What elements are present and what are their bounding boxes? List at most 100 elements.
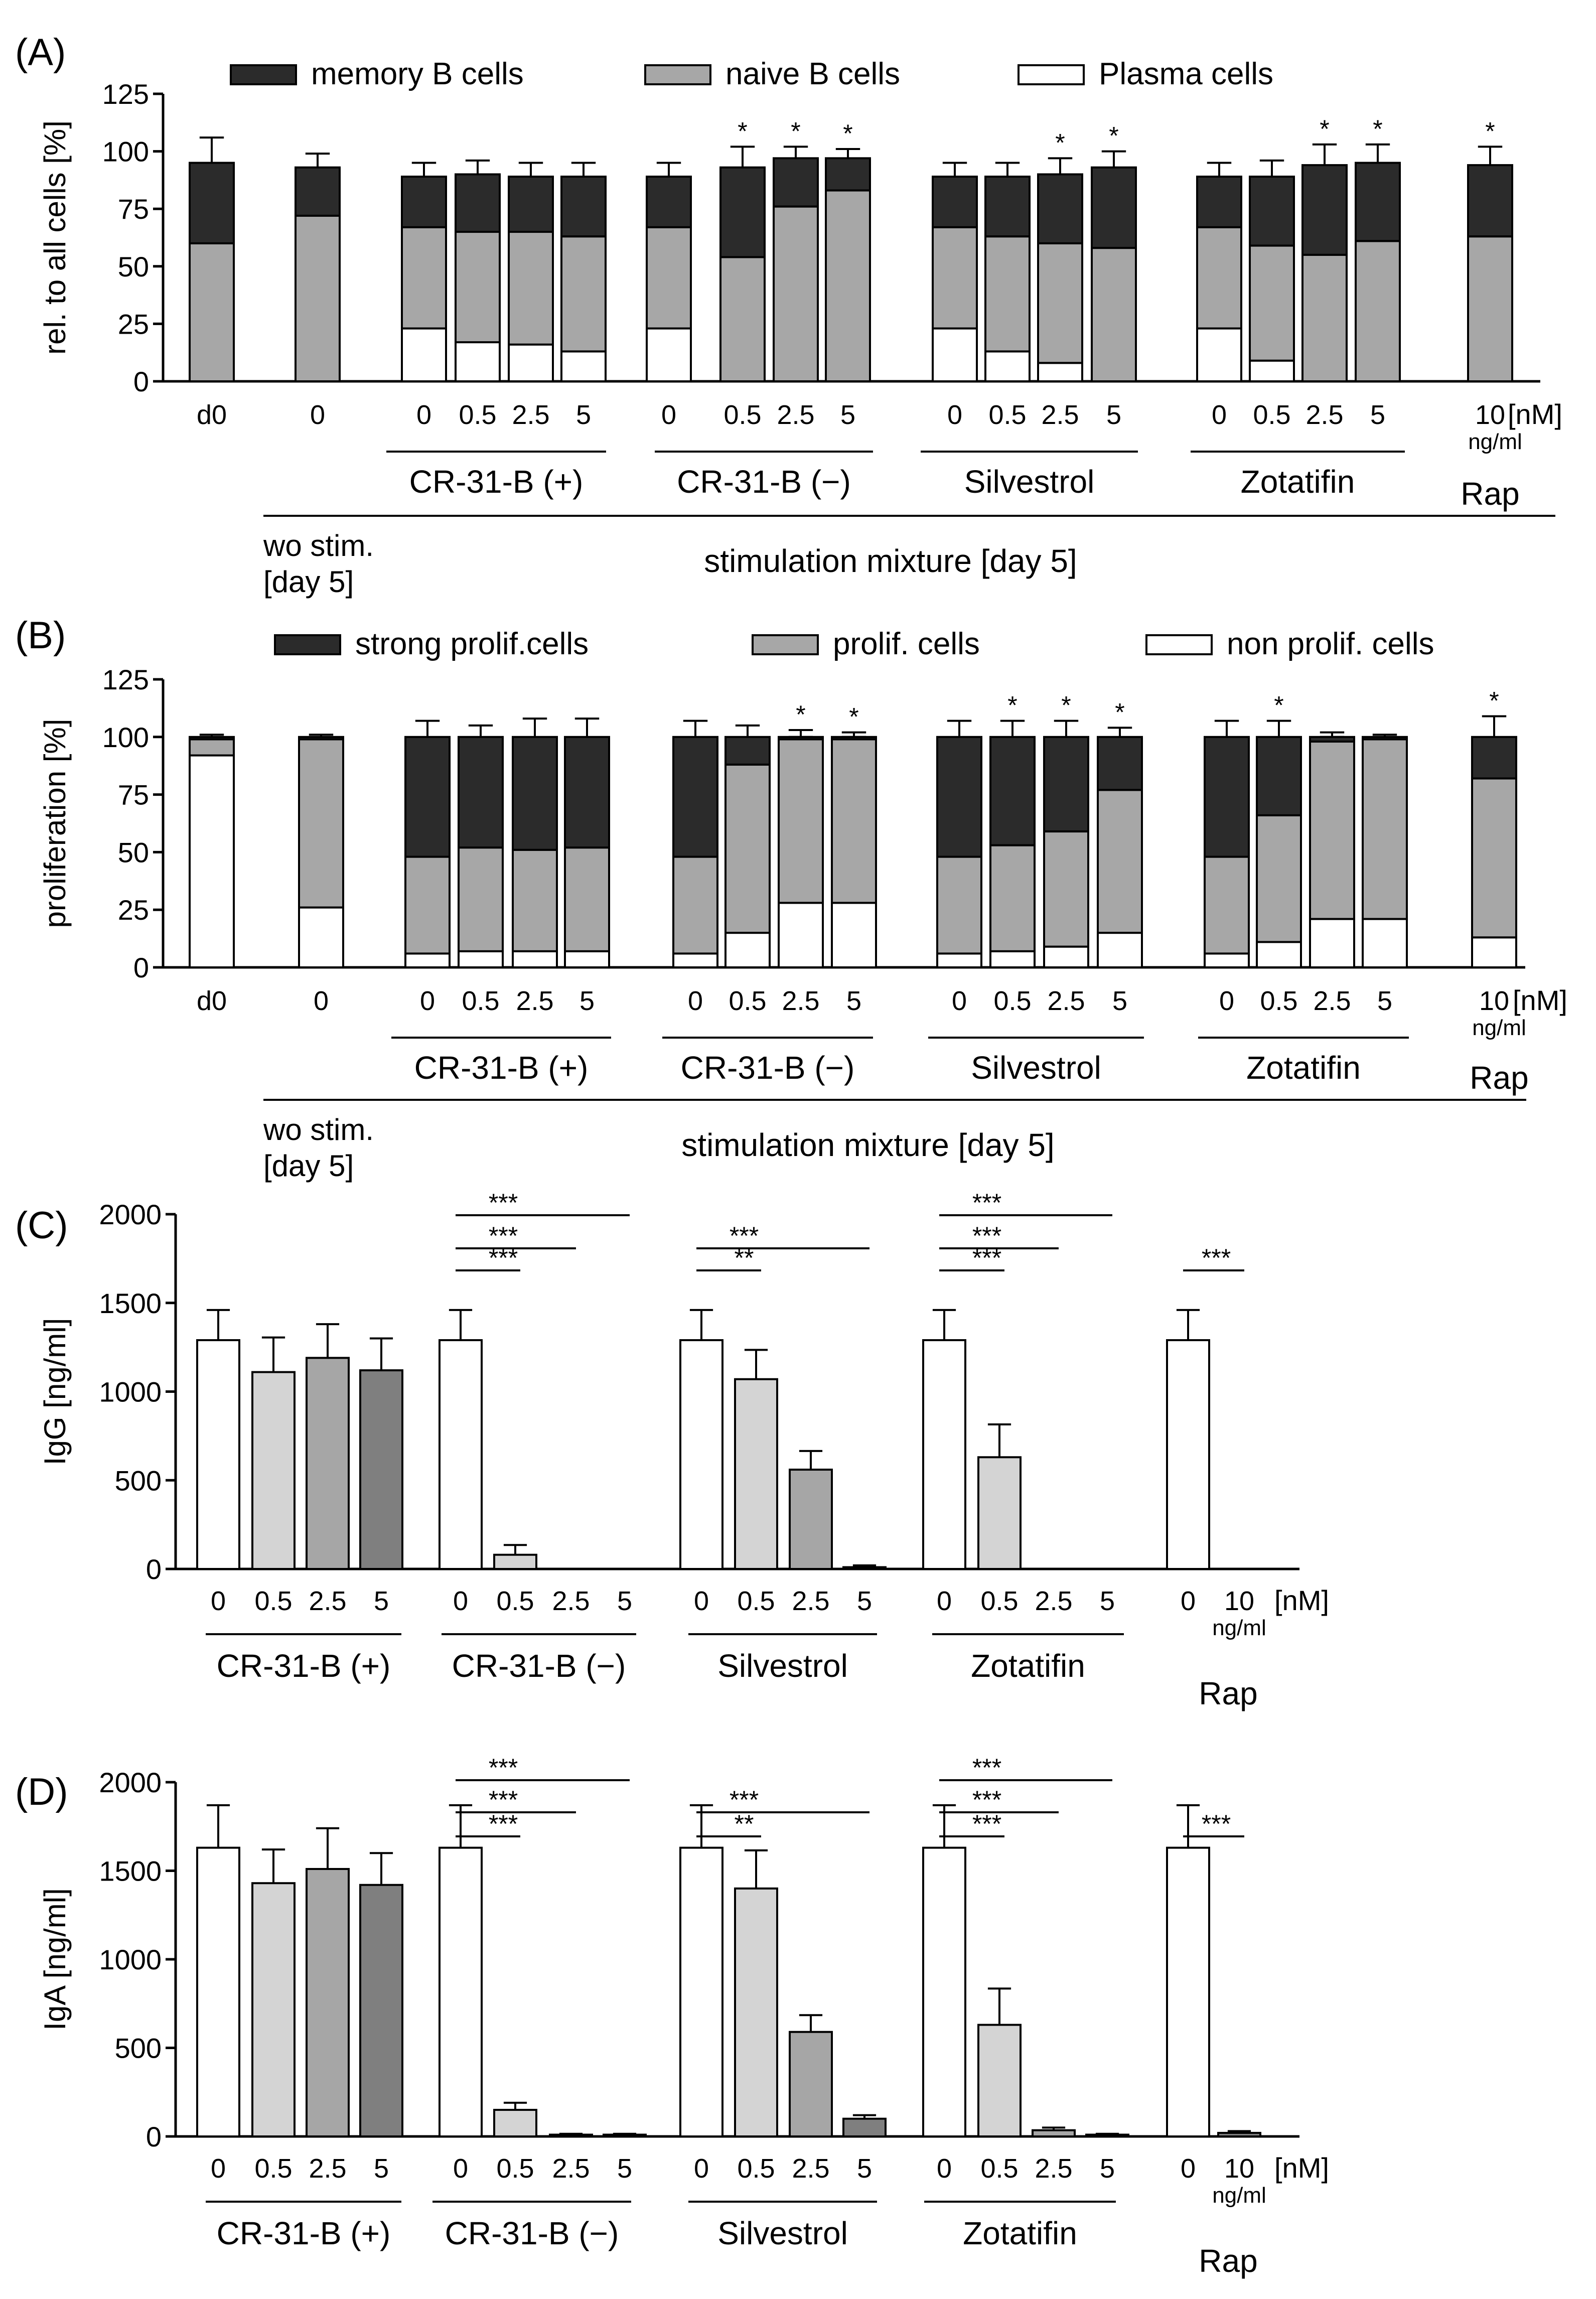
bar (734, 1378, 778, 1570)
bar-segment (989, 736, 1036, 846)
bar-segment (831, 738, 877, 904)
significance-mark: * (1055, 128, 1065, 157)
x-tick-label: 0.5 (1260, 986, 1297, 1016)
x-tick-label: 0 (314, 986, 329, 1016)
legend-swatch (1018, 64, 1085, 85)
x-tick-label: 0.5 (980, 1586, 1018, 1616)
bar-segment (1355, 240, 1401, 382)
bar-segment (1256, 814, 1302, 943)
bar (977, 1456, 1022, 1570)
x-tick-label: 0.5 (723, 400, 761, 430)
bar-segment (1037, 242, 1083, 364)
bar-segment (1043, 945, 1089, 968)
y-tick-label: 25 (118, 894, 149, 926)
bar-segment (1249, 176, 1295, 247)
wo-stim-label: wo stim. (263, 1113, 374, 1146)
bar-segment (984, 350, 1031, 383)
bar-segment (936, 952, 982, 968)
bar (1166, 1846, 1210, 2138)
x-tick-label: 0 (416, 400, 431, 430)
bar-segment (508, 176, 554, 233)
group-label: Silvestrol (717, 1648, 848, 1684)
rap-label: Rap (1461, 476, 1519, 512)
bar-segment (560, 350, 607, 383)
bar-segment (724, 932, 771, 968)
bar-segment (298, 906, 344, 969)
bar-segment (825, 157, 871, 192)
x-tick-label: 0 (947, 400, 962, 430)
significance-mark: * (1320, 115, 1329, 143)
bar-segment (646, 226, 692, 330)
bar-segment (1091, 166, 1137, 249)
x-tick-label: 5 (374, 1586, 389, 1616)
legend-entry: non prolif. cells (1227, 627, 1434, 661)
comparison-label: *** (489, 1189, 518, 1217)
significance-mark: * (791, 117, 800, 145)
x-tick-label: 10 (1224, 2153, 1254, 2184)
x-tick-label: 5 (1100, 1586, 1115, 1616)
x-tick-label: 0 (694, 1586, 709, 1616)
bar (306, 1357, 350, 1570)
bar-segment (672, 952, 718, 968)
x-tick-label: 0.5 (980, 2153, 1018, 2184)
bar-segment (778, 902, 824, 968)
y-tick-label: 125 (102, 78, 149, 110)
bar (1166, 1339, 1210, 1570)
x-tick-label: 0.5 (496, 2153, 534, 2184)
x-tick-label: 0 (211, 1586, 226, 1616)
y-tick-label: 1000 (99, 1944, 162, 1975)
bar-segment (1043, 736, 1089, 833)
comparison-label: *** (489, 1810, 518, 1838)
panel-label: (B) (15, 614, 66, 657)
x-tick-label: 5 (1370, 400, 1385, 430)
significance-mark: * (796, 700, 805, 729)
bar-segment (298, 736, 344, 741)
bar-segment (401, 226, 447, 330)
y-tick-label: 100 (102, 722, 149, 753)
bar-segment (401, 327, 447, 382)
y-tick-label: 100 (102, 136, 149, 168)
comparison-label: *** (972, 1786, 1001, 1814)
wo-stim-day-label: [day 5] (263, 1149, 354, 1183)
bar (359, 1884, 403, 2137)
comparison-label: *** (1202, 1244, 1231, 1272)
bar-segment (672, 855, 718, 955)
bar (842, 2117, 887, 2138)
y-tick-label: 75 (118, 193, 149, 225)
x-tick-label: 0.5 (462, 986, 499, 1016)
x-tick-label: 5 (840, 400, 855, 430)
bar-segment (508, 343, 554, 383)
bar-segment (1467, 235, 1513, 382)
x-tick-label: 2.5 (552, 1586, 590, 1616)
bar-segment (404, 736, 451, 858)
bar (493, 1553, 537, 1570)
y-axis-label: proliferation [%] (38, 719, 72, 928)
bar-segment (719, 166, 766, 258)
bar-segment (189, 736, 235, 741)
bar-segment (508, 231, 554, 346)
x-tick-label: 0 (453, 2153, 468, 2184)
significance-mark: * (1115, 698, 1124, 726)
comparison-label: *** (972, 1189, 1001, 1217)
x-tick-label: 0 (937, 2153, 952, 2184)
bar-segment (984, 176, 1031, 238)
bar-segment (773, 157, 819, 208)
wo-stim-label: wo stim. (263, 529, 374, 562)
comparison-label: *** (972, 1810, 1001, 1838)
legend-entry: strong prolif.cells (355, 627, 589, 661)
bar-segment (560, 235, 607, 353)
legend-entry: prolif. cells (833, 627, 980, 661)
x-tick-label: 2.5 (1313, 986, 1351, 1016)
bar-segment (773, 205, 819, 382)
bar (734, 1887, 778, 2138)
bar-segment (719, 256, 766, 382)
bar-segment (1309, 736, 1355, 743)
rap-label: Rap (1470, 1060, 1528, 1096)
rap-unit-label: ng/ml (1212, 2183, 1266, 2208)
x-tick-label: 2.5 (516, 986, 553, 1016)
rap-label: Rap (1199, 1675, 1257, 1711)
y-tick-label: 50 (118, 836, 149, 868)
